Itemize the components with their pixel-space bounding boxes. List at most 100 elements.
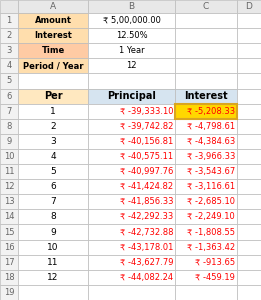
Bar — [88, 13, 175, 28]
Bar — [175, 224, 237, 240]
Text: ₹ 5,00,000.00: ₹ 5,00,000.00 — [103, 16, 161, 25]
Text: 11: 11 — [4, 167, 14, 176]
Bar — [237, 285, 261, 300]
Bar — [0, 194, 18, 209]
Bar — [0, 0, 18, 13]
Bar — [88, 43, 175, 58]
Bar — [237, 28, 261, 43]
Text: 11: 11 — [47, 258, 59, 267]
Bar — [237, 58, 261, 74]
Bar — [18, 255, 88, 270]
Bar — [237, 270, 261, 285]
Bar — [0, 134, 18, 149]
Bar — [0, 209, 18, 224]
Bar — [175, 285, 237, 300]
Bar — [237, 134, 261, 149]
Bar — [237, 194, 261, 209]
Text: Period / Year: Period / Year — [23, 61, 83, 70]
Bar — [175, 119, 237, 134]
Text: 8: 8 — [6, 122, 12, 131]
Bar — [175, 0, 237, 13]
Bar — [18, 58, 88, 74]
Text: ₹ -3,543.67: ₹ -3,543.67 — [187, 167, 235, 176]
Bar — [237, 224, 261, 240]
Bar — [237, 149, 261, 164]
Text: 10: 10 — [47, 243, 59, 252]
Text: ₹ -1,808.55: ₹ -1,808.55 — [187, 227, 235, 236]
Bar — [237, 74, 261, 88]
Text: Amount: Amount — [34, 16, 72, 25]
Bar — [88, 149, 175, 164]
Text: 3: 3 — [50, 137, 56, 146]
Text: 5: 5 — [6, 76, 12, 85]
Bar — [0, 149, 18, 164]
Text: Time: Time — [41, 46, 65, 55]
Text: 6: 6 — [6, 92, 12, 100]
Text: 18: 18 — [4, 273, 14, 282]
Bar — [88, 209, 175, 224]
Text: ₹ -459.19: ₹ -459.19 — [195, 273, 235, 282]
Bar — [88, 28, 175, 43]
Bar — [175, 164, 237, 179]
Bar — [0, 88, 18, 104]
Text: 9: 9 — [6, 137, 12, 146]
Text: A: A — [50, 2, 56, 11]
Text: ₹ -43,627.79: ₹ -43,627.79 — [120, 258, 173, 267]
Text: 4: 4 — [50, 152, 56, 161]
Bar — [88, 179, 175, 194]
Bar — [88, 74, 175, 88]
Text: 12: 12 — [4, 182, 14, 191]
Text: ₹ -3,966.33: ₹ -3,966.33 — [187, 152, 235, 161]
Text: 12.50%: 12.50% — [116, 31, 147, 40]
Bar — [88, 134, 175, 149]
Bar — [237, 43, 261, 58]
Bar — [88, 224, 175, 240]
Bar — [88, 58, 175, 74]
Bar — [0, 103, 18, 119]
Text: ₹ -913.65: ₹ -913.65 — [195, 258, 235, 267]
Bar — [88, 103, 175, 119]
Bar — [237, 88, 261, 104]
Bar — [175, 74, 237, 88]
Text: ₹ -42,732.88: ₹ -42,732.88 — [120, 227, 173, 236]
Bar — [175, 88, 237, 104]
Bar — [88, 88, 175, 104]
Bar — [18, 134, 88, 149]
Bar — [18, 270, 88, 285]
Bar — [88, 270, 175, 285]
Text: 14: 14 — [4, 212, 14, 221]
Text: 1 Year: 1 Year — [119, 46, 144, 55]
Text: 19: 19 — [4, 288, 14, 297]
Text: ₹ -4,798.61: ₹ -4,798.61 — [187, 122, 235, 131]
Bar — [18, 103, 88, 119]
Bar — [0, 43, 18, 58]
Text: 2: 2 — [6, 31, 12, 40]
Bar — [237, 209, 261, 224]
Bar — [175, 13, 237, 28]
Text: 15: 15 — [4, 227, 14, 236]
Text: C: C — [203, 2, 209, 11]
Text: 16: 16 — [4, 243, 14, 252]
Bar — [237, 13, 261, 28]
Bar — [0, 58, 18, 74]
Text: ₹ -5,208.33: ₹ -5,208.33 — [187, 107, 235, 116]
Text: ₹ -40,156.81: ₹ -40,156.81 — [120, 137, 173, 146]
Bar — [18, 43, 88, 58]
Bar — [18, 88, 88, 104]
Bar — [0, 255, 18, 270]
Bar — [175, 103, 237, 119]
Bar — [237, 0, 261, 13]
Bar — [88, 119, 175, 134]
Text: ₹ -39,333.10: ₹ -39,333.10 — [120, 107, 173, 116]
Bar — [175, 134, 237, 149]
Bar — [18, 74, 88, 88]
Bar — [0, 74, 18, 88]
Bar — [18, 13, 88, 28]
Text: 1: 1 — [6, 16, 12, 25]
Bar — [88, 0, 175, 13]
Bar — [0, 28, 18, 43]
Text: 10: 10 — [4, 152, 14, 161]
Text: 12: 12 — [47, 273, 59, 282]
Bar — [88, 240, 175, 255]
Text: Interest: Interest — [184, 91, 228, 101]
